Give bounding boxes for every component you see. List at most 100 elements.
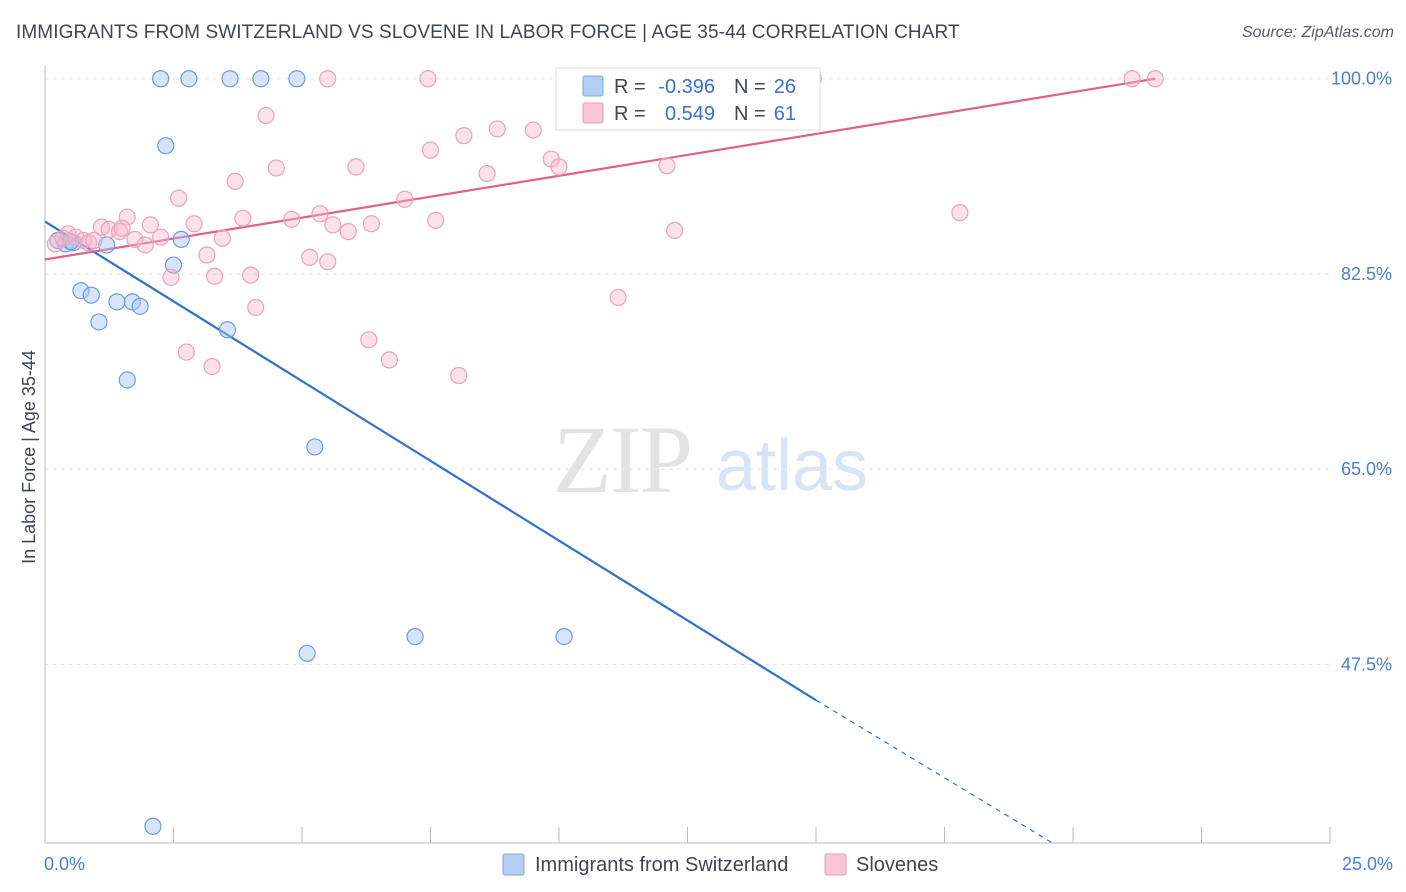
y-tick-label: 65.0% [1341, 459, 1392, 479]
trend-line-slovenes [44, 77, 1156, 261]
stats-r-label-2: R = [614, 103, 646, 125]
point-slovenes [85, 231, 103, 250]
stats-n-value-slovenes: 61 [774, 103, 796, 125]
point-slovenes [177, 343, 195, 361]
point-slovenes [206, 267, 224, 285]
grid-lines [45, 78, 1330, 665]
point-switzerland [406, 627, 424, 646]
point-slovenes [951, 204, 969, 222]
trend-line-switzerland [44, 220, 817, 702]
legend-swatch-switzerland[interactable] [502, 853, 525, 876]
x-tick-label-min: 0.0% [44, 854, 85, 874]
point-slovenes [100, 220, 118, 238]
point-switzerland [72, 282, 90, 300]
point-slovenes [380, 351, 398, 369]
stats-n-value-switzerland: 26 [774, 76, 796, 98]
point-slovenes [203, 357, 221, 376]
point-slovenes [666, 221, 684, 240]
point-slovenes [311, 205, 329, 223]
data-points [46, 70, 1164, 835]
point-slovenes [360, 331, 378, 349]
bottom-legend: Immigrants from Switzerland Slovenes [502, 853, 938, 876]
axes [44, 66, 1331, 844]
point-switzerland [172, 230, 190, 248]
point-slovenes [324, 216, 342, 234]
stats-legend: R = -0.396 N = 26 R = 0.549 N = 61 [555, 67, 821, 131]
point-switzerland [82, 286, 100, 304]
point-slovenes [488, 120, 506, 138]
point-slovenes [347, 158, 365, 176]
point-slovenes [319, 70, 337, 88]
stats-r-label-1: R = [614, 76, 646, 98]
point-switzerland [118, 371, 136, 389]
chart-title: IMMIGRANTS FROM SWITZERLAND VS SLOVENE I… [16, 22, 960, 43]
stats-swatch-slovenes [582, 102, 604, 124]
tick-labels: 47.5% 65.0% 82.5% 100.0% 0.0% 25.0% [44, 69, 1393, 874]
point-slovenes [301, 248, 319, 266]
point-slovenes [126, 230, 144, 248]
point-slovenes [455, 127, 473, 145]
point-slovenes [162, 268, 180, 286]
stats-r-value-switzerland: -0.396 [658, 76, 715, 98]
point-switzerland [108, 293, 126, 311]
point-slovenes [283, 210, 301, 228]
point-slovenes [234, 209, 252, 227]
point-switzerland [555, 627, 573, 646]
stats-r-value-slovenes: 0.549 [665, 103, 715, 125]
point-switzerland [144, 817, 162, 835]
point-slovenes [1123, 70, 1141, 88]
point-slovenes [247, 298, 265, 317]
point-slovenes [118, 208, 136, 226]
point-slovenes [141, 216, 159, 234]
point-slovenes [550, 158, 568, 176]
legend-label-switzerland[interactable]: Immigrants from Switzerland [535, 854, 788, 876]
point-slovenes [136, 236, 154, 254]
y-axis-label: In Labor Force | Age 35-44 [19, 350, 39, 564]
point-slovenes [242, 266, 260, 284]
point-switzerland [298, 644, 316, 662]
y-tick-label: 82.5% [1341, 264, 1392, 284]
stats-n-label-1: N = [734, 76, 766, 98]
point-slovenes [478, 164, 496, 183]
point-slovenes [198, 246, 216, 264]
trend-lines [44, 77, 1156, 844]
point-slovenes [524, 121, 542, 139]
point-slovenes [419, 70, 437, 88]
point-switzerland [131, 297, 149, 315]
chart-source: Source: ZipAtlas.com [1241, 24, 1394, 41]
point-slovenes [427, 211, 445, 230]
point-slovenes [362, 215, 380, 233]
point-slovenes [267, 159, 285, 177]
point-slovenes [185, 215, 203, 233]
point-slovenes [213, 229, 231, 247]
point-switzerland [180, 70, 198, 88]
point-switzerland [252, 70, 270, 88]
point-switzerland [221, 70, 239, 88]
y-tick-label: 47.5% [1341, 654, 1392, 674]
point-slovenes [170, 189, 188, 207]
y-tick-label: 100.0% [1331, 69, 1392, 89]
x-tick-label-max: 25.0% [1342, 854, 1393, 874]
stats-n-label-2: N = [734, 103, 766, 125]
legend-label-slovenes[interactable]: Slovenes [856, 854, 938, 876]
point-slovenes [113, 219, 131, 237]
point-slovenes [609, 288, 627, 307]
point-slovenes [396, 190, 414, 208]
point-slovenes [421, 141, 440, 159]
point-slovenes [152, 228, 170, 246]
point-slovenes [658, 157, 676, 175]
watermark-atlas: atlas [716, 426, 868, 506]
stats-swatch-switzerland [582, 75, 604, 97]
point-slovenes [319, 253, 337, 271]
point-switzerland [306, 438, 324, 456]
point-slovenes [450, 366, 468, 385]
trend-line-switzerland-extension [815, 699, 1053, 844]
point-switzerland [288, 70, 306, 88]
point-switzerland [152, 70, 170, 88]
legend-swatch-slovenes[interactable] [824, 853, 847, 876]
point-slovenes [226, 172, 244, 190]
point-switzerland [218, 321, 237, 339]
watermark-zip: ZIP [553, 406, 691, 513]
point-switzerland [157, 137, 175, 155]
